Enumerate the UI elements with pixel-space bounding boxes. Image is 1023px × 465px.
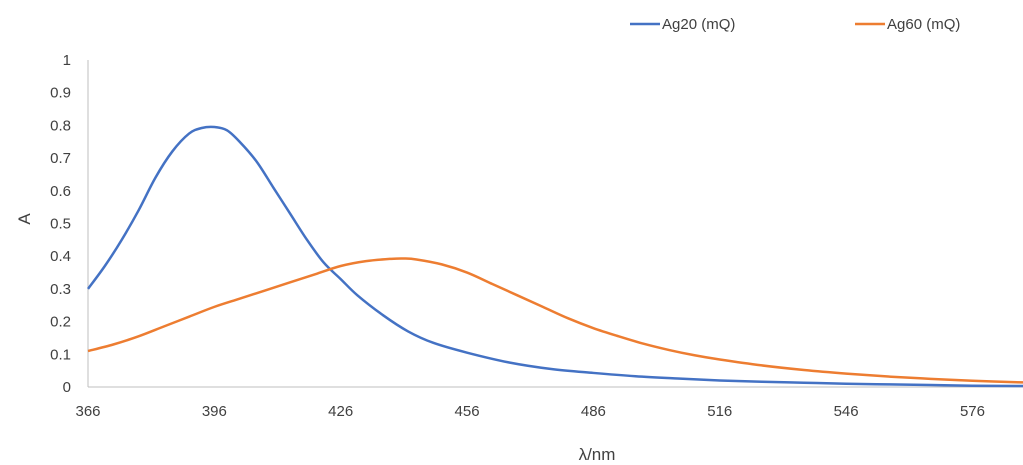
x-tick-label: 516 <box>707 403 732 420</box>
x-tick-label: 486 <box>581 403 606 420</box>
series-line-1 <box>86 125 1023 388</box>
y-tick-label: 0.8 <box>50 117 71 134</box>
y-tick-label: 0.3 <box>50 281 71 298</box>
y-tick-labels: 0 0.1 0.2 0.3 0.4 0.5 0.6 0.7 0.8 0.9 1 <box>50 52 71 396</box>
legend-item: Ag20 (mQ) <box>630 16 735 33</box>
series-layer <box>86 125 1023 388</box>
x-tick-label: 366 <box>75 403 100 420</box>
y-tick-label: 0.5 <box>50 216 71 233</box>
x-tick-label: 426 <box>328 403 353 420</box>
series-line-2 <box>87 257 1023 384</box>
y-axis-title: A <box>15 213 34 225</box>
x-tick-labels: 366 396 426 456 486 516 546 576 <box>75 403 984 420</box>
x-tick-label: 456 <box>455 403 480 420</box>
y-tick-label: 0.2 <box>50 314 71 331</box>
x-tick-label: 396 <box>202 403 227 420</box>
y-tick-label: 0.7 <box>50 150 71 167</box>
x-axis-title: λ/nm <box>579 445 616 464</box>
y-tick-label: 0.9 <box>50 85 71 102</box>
legend-label: Ag20 (mQ) <box>662 16 735 33</box>
chart-axes <box>87 60 1023 388</box>
x-tick-label: 546 <box>834 403 859 420</box>
legend-item: Ag60 (mQ) <box>855 16 960 33</box>
y-tick-label: 0.1 <box>50 346 71 363</box>
y-tick-label: 0.4 <box>50 248 71 265</box>
legend: Ag20 (mQ) Ag60 (mQ) <box>630 16 960 33</box>
x-tick-label: 576 <box>960 403 985 420</box>
y-tick-label: 1 <box>63 52 71 69</box>
y-tick-label: 0.6 <box>50 183 71 200</box>
y-tick-label: 0 <box>63 379 71 396</box>
legend-label: Ag60 (mQ) <box>887 16 960 33</box>
